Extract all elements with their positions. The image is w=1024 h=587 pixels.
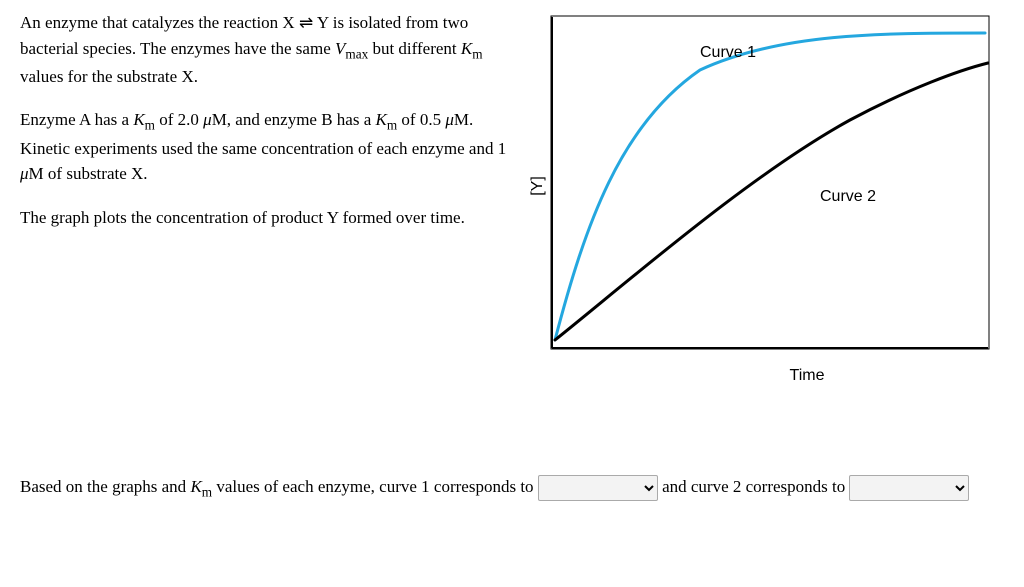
equilibrium-symbol: ⇌ [299,13,313,32]
x-axis-label: Time [550,364,1004,388]
problem-text: An enzyme that catalyzes the reaction X … [20,10,520,248]
vmax-sub: max [345,46,368,61]
mu: μ [445,110,454,129]
text: M of substrate X. [29,164,148,183]
text: of 0.5 [397,110,445,129]
text: M, and enzyme B has a [212,110,376,129]
km-sub: m [387,118,397,133]
km-i: K [133,110,144,129]
text: of 2.0 [155,110,203,129]
chart-svg [550,15,990,350]
y-axis-label: [Y] [526,176,550,196]
mu: μ [203,110,212,129]
curve2-answer-dropdown[interactable] [849,475,969,501]
vmax-i: V [335,39,345,58]
text: values for the substrate X. [20,67,198,86]
question-row: Based on the graphs and Km values of eac… [20,468,1004,507]
mu: μ [20,164,29,183]
text: but different [368,39,461,58]
curve-1-label: Curve 1 [700,41,756,65]
km-sub: m [145,118,155,133]
kinetics-chart: [Y] Curve 1Curve 2 [550,15,1004,358]
curve1-answer-dropdown[interactable] [538,475,658,501]
km-i: K [190,477,201,496]
text: Based on the graphs and [20,477,190,496]
km-i: K [376,110,387,129]
km-sub: m [202,484,212,499]
text: The graph plots the concentration of pro… [20,205,520,231]
text: and curve 2 corresponds to [662,477,849,496]
curve-2-label: Curve 2 [820,185,876,209]
text: An enzyme that catalyzes the reaction X [20,13,299,32]
km-i: K [461,39,472,58]
text: Enzyme A has a [20,110,133,129]
text: values of each enzyme, curve 1 correspon… [212,477,538,496]
km-sub: m [472,46,482,61]
